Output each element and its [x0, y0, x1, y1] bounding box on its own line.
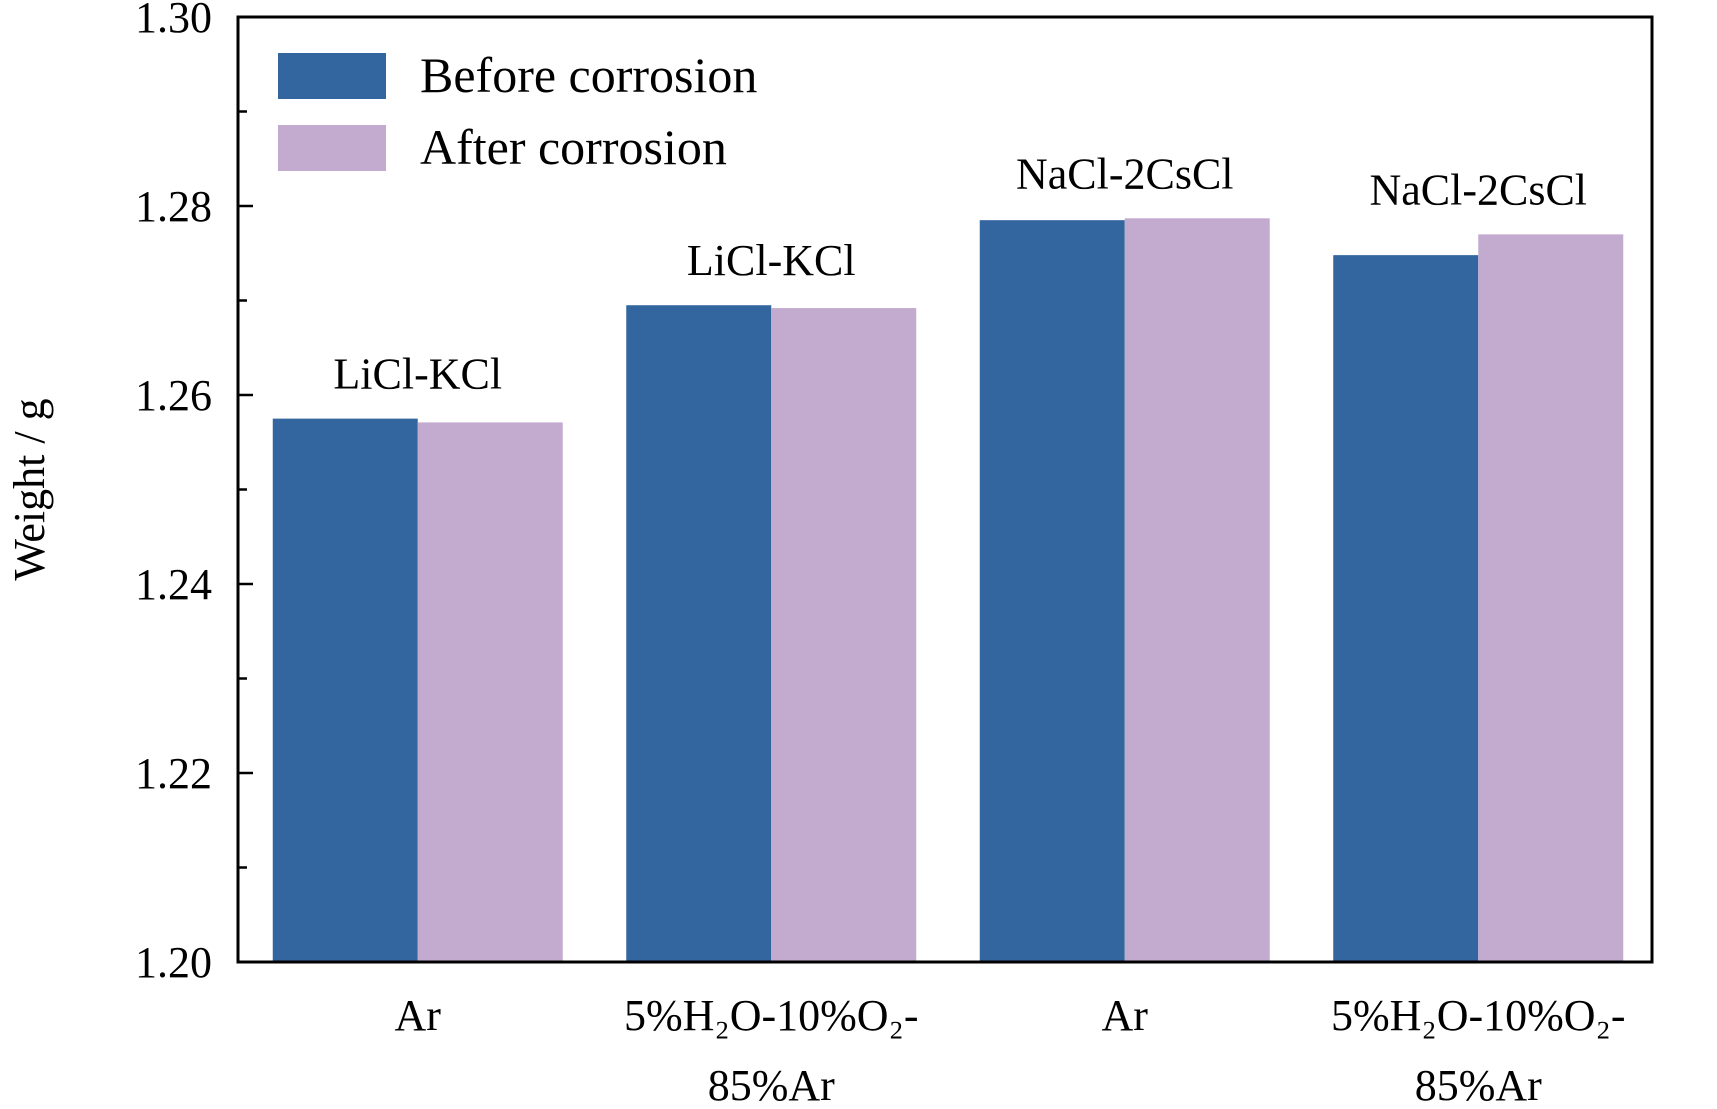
- x-category-label: 85%Ar: [1415, 1061, 1542, 1109]
- y-tick-label: 1.30: [135, 0, 212, 42]
- legend-swatch: [278, 53, 386, 99]
- x-category-label: Ar: [395, 991, 442, 1040]
- group-labels-layer: LiCl-KCl LiCl-KCl NaCl-2CsCl NaCl-2CsCl: [333, 149, 1587, 398]
- legend: Before corrosion After corrosion: [278, 47, 757, 175]
- bar-before-1: [272, 418, 418, 962]
- bar-after-3: [1124, 218, 1270, 962]
- bar-before-3: [979, 220, 1125, 963]
- group-label: NaCl-2CsCl: [1369, 165, 1587, 214]
- bar-before-4: [1333, 255, 1479, 962]
- bar-before-2: [626, 305, 772, 963]
- bar-after-1: [417, 422, 563, 962]
- y-tick-label: 1.24: [135, 560, 212, 609]
- bars-layer: [272, 218, 1624, 963]
- x-axis: Ar 5%H₂O-10%O₂- 85%Ar Ar 5%H₂O-10%O₂- 85%Ar: [395, 991, 1626, 1109]
- legend-label: After corrosion: [420, 119, 727, 175]
- y-tick-label: 1.26: [135, 371, 212, 420]
- y-axis-label: Weight / g: [5, 398, 54, 580]
- x-category-label: 85%Ar: [708, 1061, 835, 1109]
- x-category-label: 5%H₂O-10%O₂-: [624, 991, 919, 1040]
- y-tick-label: 1.20: [135, 938, 212, 987]
- y-axis: 1.20 1.22 1.24 1.26 1.28 1.30: [135, 0, 253, 987]
- bar-after-2: [771, 308, 917, 962]
- y-tick-label: 1.22: [135, 749, 212, 798]
- y-tick-label: 1.28: [135, 182, 212, 231]
- legend-label: Before corrosion: [420, 47, 757, 103]
- x-category-label: 5%H₂O-10%O₂-: [1331, 991, 1626, 1040]
- legend-swatch: [278, 125, 386, 171]
- group-label: LiCl-KCl: [333, 350, 502, 399]
- group-label: LiCl-KCl: [687, 236, 856, 285]
- x-category-label: Ar: [1102, 991, 1149, 1040]
- group-label: NaCl-2CsCl: [1016, 149, 1234, 198]
- bar-after-4: [1478, 234, 1624, 963]
